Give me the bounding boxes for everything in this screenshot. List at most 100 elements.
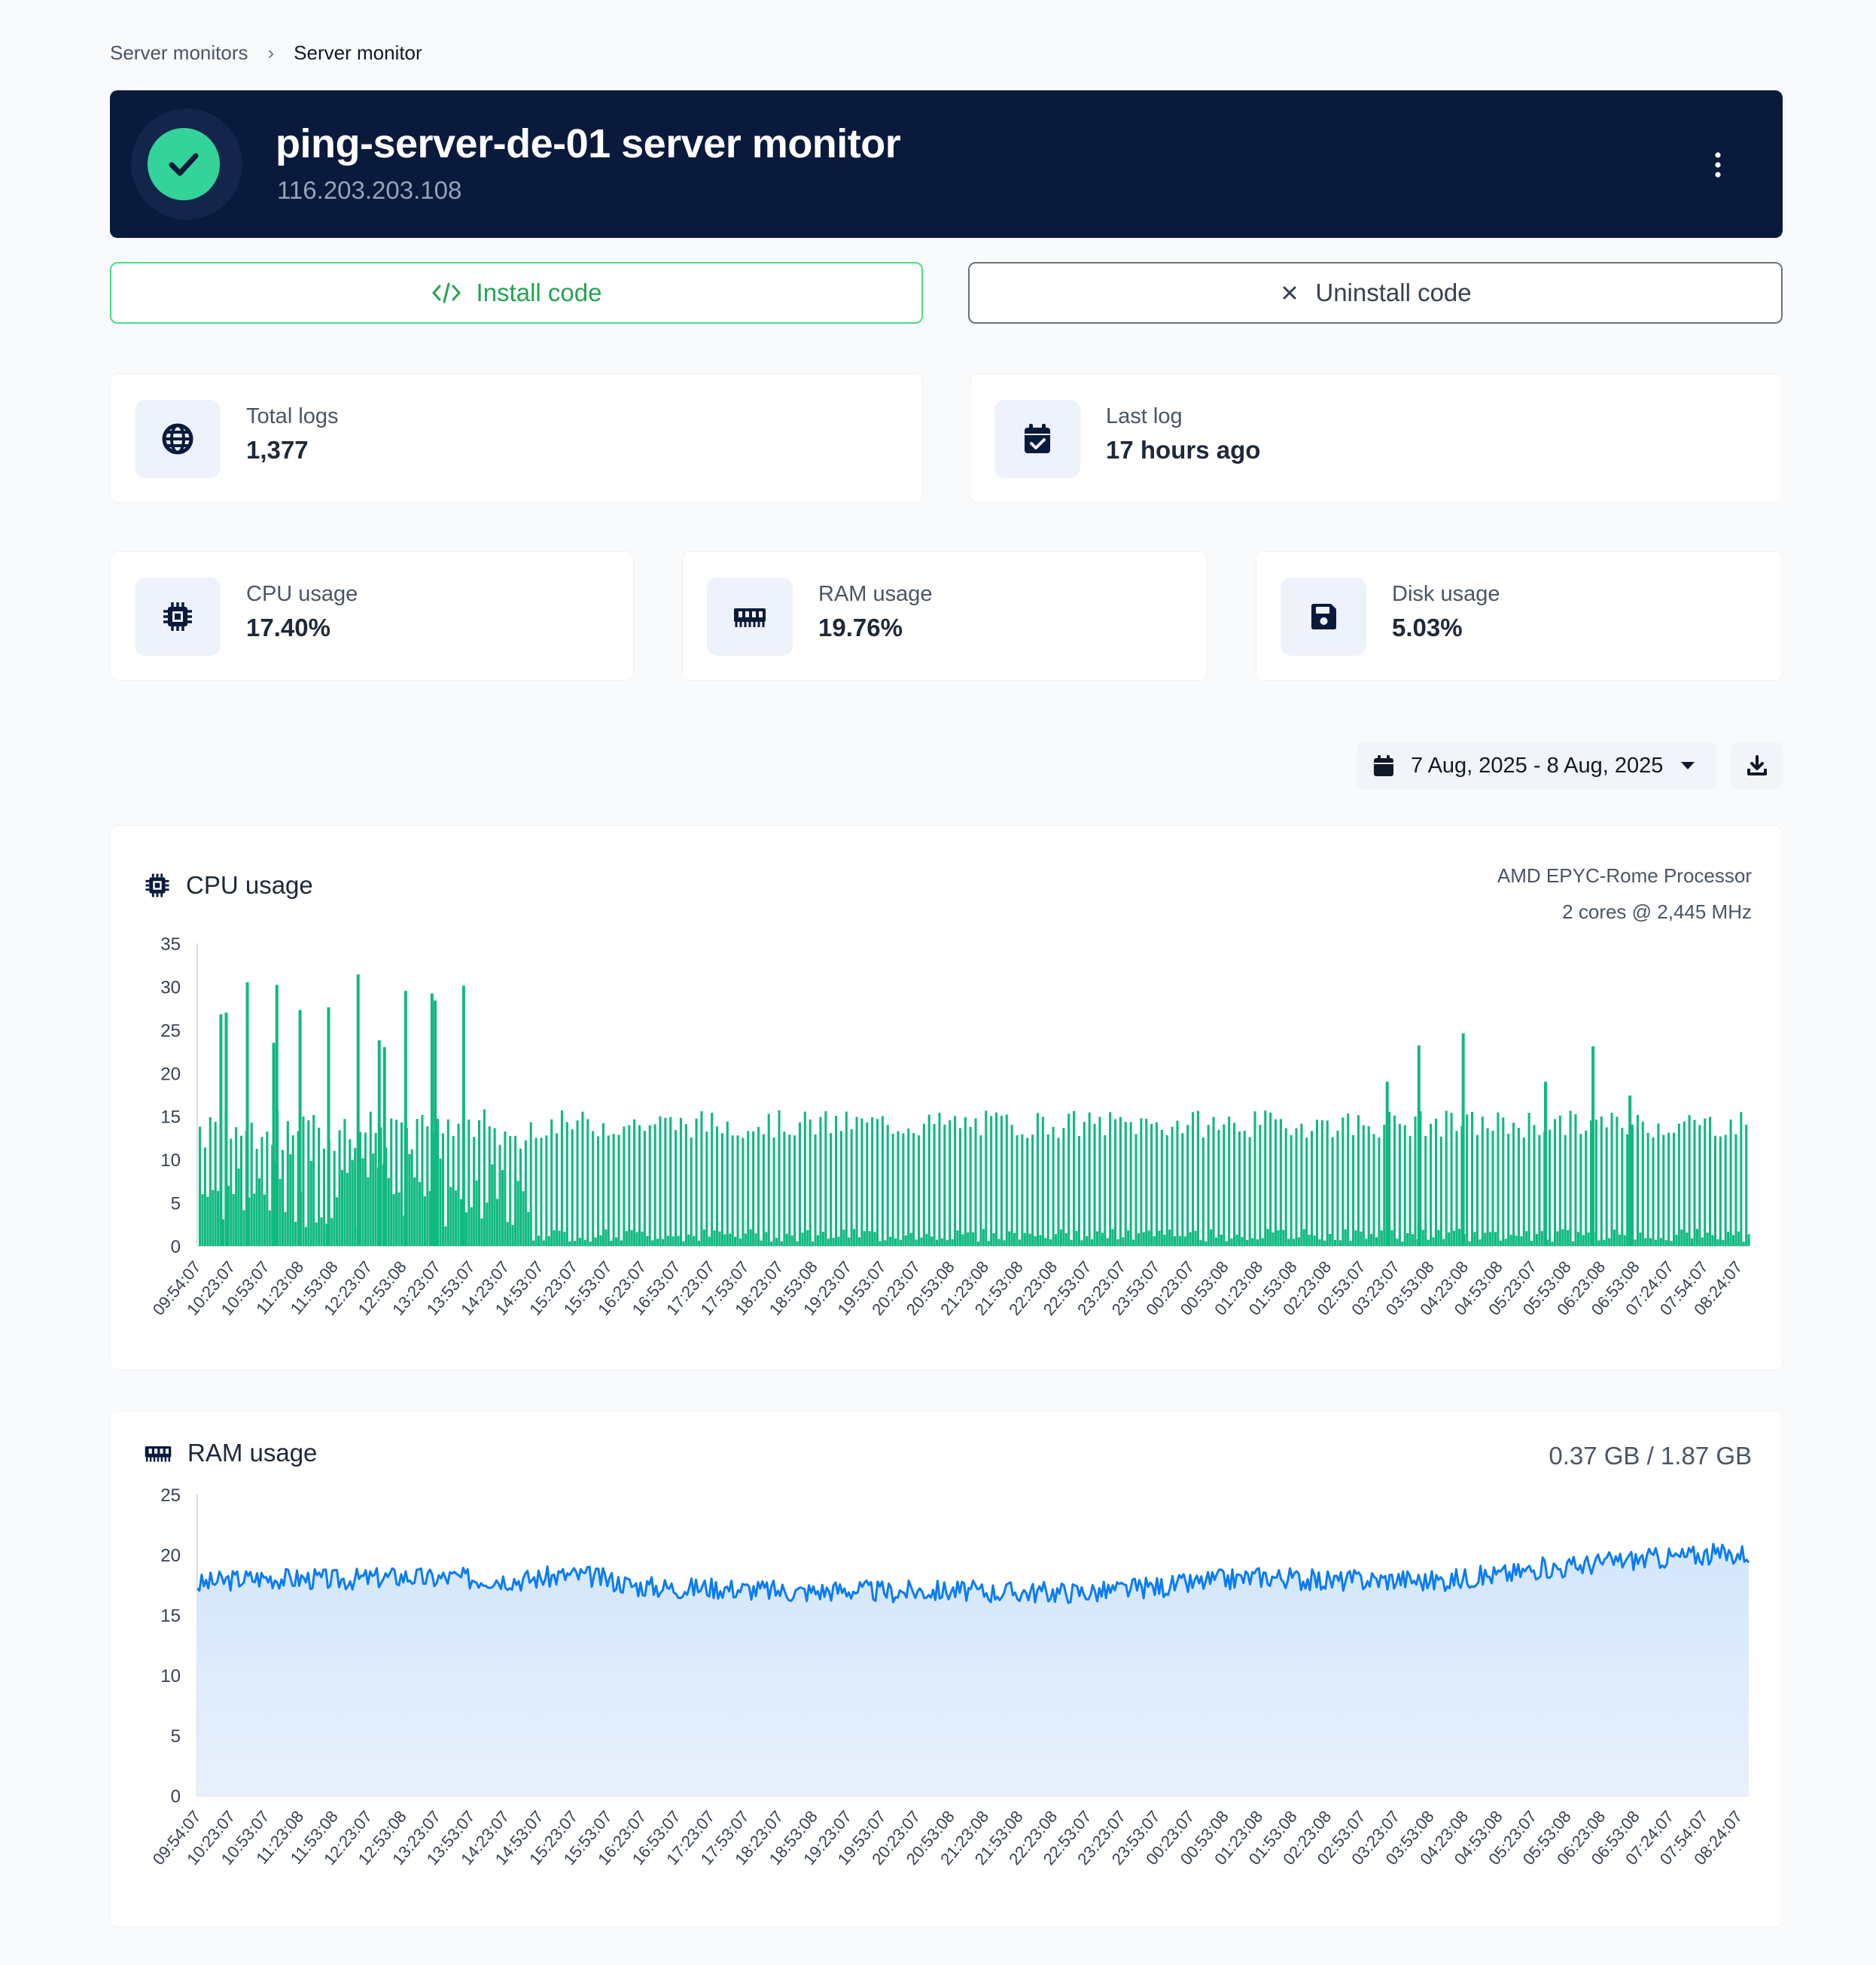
cpu-bar xyxy=(767,1114,770,1246)
cpu-bar xyxy=(423,1196,426,1246)
cpu-bar xyxy=(690,1137,693,1246)
cpu-bar xyxy=(607,1135,610,1246)
cpu-bar xyxy=(612,1134,615,1246)
cpu-bar xyxy=(1083,1122,1086,1246)
cpu-bar xyxy=(628,1125,631,1246)
cpu-bar xyxy=(1021,1134,1024,1246)
cpu-bar xyxy=(397,1192,400,1246)
monitor-ip: 116.203.203.108 xyxy=(277,176,462,204)
cpu-chart-title: CPU usage xyxy=(144,871,313,900)
cpu-bar xyxy=(1077,1135,1080,1246)
download-button[interactable] xyxy=(1731,742,1783,789)
cpu-bar xyxy=(1129,1122,1132,1246)
cpu-bar xyxy=(354,1147,357,1246)
cpu-bar xyxy=(1672,1132,1676,1246)
cpu-bar xyxy=(812,1241,815,1246)
cpu-bar xyxy=(904,1235,907,1246)
ram-usage-chart[interactable]: 051015202509:54:0710:23:0710:53:0711:23:… xyxy=(111,1412,1782,1927)
cpu-bar xyxy=(894,1238,897,1246)
cpu-bar xyxy=(853,1229,856,1246)
cpu-bar xyxy=(760,1240,763,1246)
cpu-bar xyxy=(439,1158,442,1246)
cpu-bar xyxy=(1189,1232,1192,1246)
date-range-picker[interactable]: 7 Aug, 2025 - 8 Aug, 2025 xyxy=(1357,742,1716,789)
cpu-usage-chart[interactable]: 0510152025303509:54:0710:23:0710:53:0711… xyxy=(111,826,1782,1369)
disk-usage-value: 5.03% xyxy=(1392,614,1463,641)
cpu-bar xyxy=(511,1224,514,1246)
cpu-bar xyxy=(625,1231,628,1246)
cpu-bar xyxy=(605,1229,608,1246)
cpu-bar xyxy=(837,1236,840,1246)
cpu-bar xyxy=(1194,1230,1197,1246)
cpu-bar xyxy=(1088,1112,1091,1246)
cpu-bar xyxy=(392,1194,395,1246)
cpu-bar xyxy=(664,1117,667,1246)
cpu-bar xyxy=(1603,1239,1606,1246)
cpu-bar xyxy=(796,1241,799,1246)
cpu-bar xyxy=(325,1223,328,1246)
cpu-bar xyxy=(1646,1132,1649,1246)
cpu-bar xyxy=(827,1238,830,1246)
cpu-bar xyxy=(452,1135,455,1246)
cpu-bar xyxy=(230,1138,233,1246)
cpu-bar xyxy=(455,1190,458,1246)
cpu-bar xyxy=(1626,1134,1629,1246)
cpu-bar xyxy=(1608,1238,1611,1246)
cpu-bar xyxy=(387,1177,390,1246)
cpu-bar xyxy=(915,1239,918,1246)
uninstall-code-button[interactable]: Uninstall code xyxy=(968,262,1783,324)
cpu-bar xyxy=(757,1126,760,1246)
cpu-bar xyxy=(467,1120,471,1246)
cpu-bar xyxy=(630,1229,633,1246)
cpu-bar xyxy=(956,1230,959,1246)
cpu-bar xyxy=(446,1119,449,1246)
cpu-bar xyxy=(1308,1234,1311,1246)
breadcrumb-server-monitors-link[interactable]: Server monitors xyxy=(110,41,248,64)
cpu-bar xyxy=(881,1116,884,1246)
more-options-icon[interactable] xyxy=(1710,146,1725,184)
cpu-bar xyxy=(291,1135,294,1246)
cpu-bar xyxy=(1576,1232,1579,1246)
cpu-bar xyxy=(1119,1117,1122,1246)
cpu-bar xyxy=(437,1119,440,1246)
cpu-bar xyxy=(571,1129,574,1246)
cpu-bar xyxy=(816,1235,820,1246)
cpu-bar xyxy=(1073,1110,1076,1246)
cpu-bar xyxy=(581,1111,584,1246)
cpu-bar xyxy=(835,1116,838,1246)
cpu-bar xyxy=(695,1118,698,1246)
cpu-bar xyxy=(1010,1125,1013,1246)
cpu-bar xyxy=(1111,1229,1114,1246)
cpu-bar xyxy=(839,1131,842,1246)
cpu-bar xyxy=(964,1117,967,1246)
cpu-bar xyxy=(775,1238,778,1246)
install-code-button[interactable]: Install code xyxy=(110,262,923,324)
cpu-bar xyxy=(1450,1113,1453,1246)
cpu-bar xyxy=(938,1112,941,1246)
last-log-value: 17 hours ago xyxy=(1106,436,1261,464)
cpu-bar xyxy=(1031,1135,1034,1246)
cpu-bar xyxy=(1375,1237,1378,1246)
cpu-bar xyxy=(1701,1237,1704,1246)
cpu-bar xyxy=(1473,1232,1476,1246)
cpu-bar xyxy=(1507,1134,1510,1246)
cpu-bar xyxy=(1158,1230,1161,1246)
cpu-bar xyxy=(1155,1122,1159,1246)
cpu-bar xyxy=(669,1117,672,1246)
cpu-bar xyxy=(1742,1241,1745,1246)
cpu-chip-icon xyxy=(135,577,221,656)
cpu-bar xyxy=(1719,1136,1722,1246)
cpu-bar xyxy=(1277,1230,1280,1246)
cpu-bar xyxy=(1225,1241,1228,1246)
cpu-processor-name: AMD EPYC-Rome Processor xyxy=(1497,864,1752,887)
cpu-bar xyxy=(473,1137,476,1246)
cpu-bar xyxy=(659,1116,662,1246)
cpu-bar xyxy=(550,1119,553,1246)
cpu-bar xyxy=(1401,1241,1404,1246)
cpu-bar xyxy=(1142,1232,1145,1246)
cpu-bar xyxy=(1106,1238,1109,1246)
cpu-bar xyxy=(1729,1120,1732,1246)
cpu-bar xyxy=(1023,1232,1026,1246)
globe-icon xyxy=(135,400,221,478)
cpu-bar xyxy=(529,1122,532,1246)
